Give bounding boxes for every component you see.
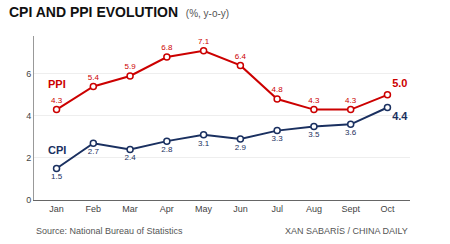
svg-text:4.3: 4.3 xyxy=(51,96,63,105)
svg-text:2: 2 xyxy=(26,153,31,163)
svg-text:5.4: 5.4 xyxy=(88,73,100,82)
svg-text:Oct: Oct xyxy=(380,204,395,214)
svg-text:4.4: 4.4 xyxy=(392,110,408,122)
svg-text:3.1: 3.1 xyxy=(198,139,210,148)
svg-text:2.7: 2.7 xyxy=(88,147,100,156)
svg-text:4.8: 4.8 xyxy=(272,85,284,94)
svg-text:1.5: 1.5 xyxy=(51,172,63,181)
svg-text:Feb: Feb xyxy=(86,204,102,214)
svg-text:2.8: 2.8 xyxy=(161,145,173,154)
svg-text:2.4: 2.4 xyxy=(125,153,137,162)
svg-text:5.0: 5.0 xyxy=(392,77,407,89)
svg-text:XAN SABARÍS / CHINA DAILY: XAN SABARÍS / CHINA DAILY xyxy=(285,226,408,236)
svg-text:0: 0 xyxy=(26,195,31,205)
svg-text:Mar: Mar xyxy=(122,204,138,214)
svg-text:Apr: Apr xyxy=(160,204,174,214)
svg-text:2.9: 2.9 xyxy=(235,143,247,152)
svg-text:3.5: 3.5 xyxy=(308,130,320,139)
svg-text:3.3: 3.3 xyxy=(272,134,284,143)
svg-text:5.9: 5.9 xyxy=(125,62,137,71)
svg-text:4.3: 4.3 xyxy=(345,96,357,105)
svg-text:Source: National Bureau of Sta: Source: National Bureau of Statistics xyxy=(36,226,183,236)
svg-text:CPI: CPI xyxy=(48,144,66,156)
svg-text:6.4: 6.4 xyxy=(235,52,247,61)
svg-text:4: 4 xyxy=(26,111,31,121)
svg-text:3.6: 3.6 xyxy=(345,128,357,137)
svg-text:Aug: Aug xyxy=(306,204,322,214)
svg-text:7.1: 7.1 xyxy=(198,37,210,46)
svg-text:Jun: Jun xyxy=(233,204,248,214)
svg-text:4.3: 4.3 xyxy=(308,96,320,105)
svg-text:6: 6 xyxy=(26,69,31,79)
svg-text:Jan: Jan xyxy=(49,204,64,214)
svg-text:Sept: Sept xyxy=(341,204,360,214)
svg-text:May: May xyxy=(195,204,213,214)
svg-text:CPI AND PPI EVOLUTION (%, y-o: CPI AND PPI EVOLUTION (%, y-o-y) xyxy=(9,4,229,20)
svg-text:Jul: Jul xyxy=(271,204,283,214)
svg-text:PPI: PPI xyxy=(48,78,66,90)
svg-text:6.8: 6.8 xyxy=(161,43,173,52)
